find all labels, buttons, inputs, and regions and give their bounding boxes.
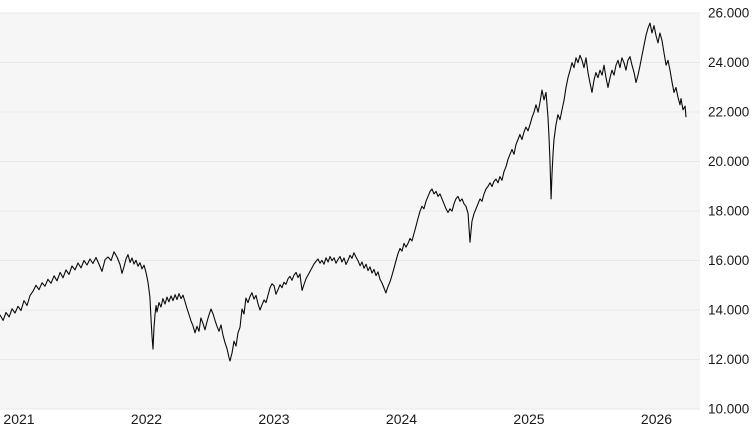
y-axis-tick-label: 18.000 <box>708 204 749 219</box>
x-axis-tick-label: 2022 <box>131 411 162 427</box>
y-axis-tick-label: 16.000 <box>708 253 749 268</box>
y-axis-tick-label: 20.000 <box>708 154 749 169</box>
y-axis-tick-label: 22.000 <box>708 105 749 120</box>
y-axis-tick-label: 12.000 <box>708 352 749 367</box>
y-axis-tick-label: 14.000 <box>708 303 749 318</box>
price-line <box>0 22 687 362</box>
x-axis-tick-label: 2024 <box>386 411 417 427</box>
x-axis-tick-label: 2023 <box>258 411 289 427</box>
x-axis-tick-label: 2026 <box>641 411 672 427</box>
x-axis-tick-label: 2025 <box>513 411 544 427</box>
y-axis-tick-label: 24.000 <box>708 55 749 70</box>
y-axis-tick-label: 10.000 <box>708 402 749 417</box>
y-axis-tick-label: 26.000 <box>708 6 749 21</box>
x-axis-tick-label: 2021 <box>3 411 34 427</box>
